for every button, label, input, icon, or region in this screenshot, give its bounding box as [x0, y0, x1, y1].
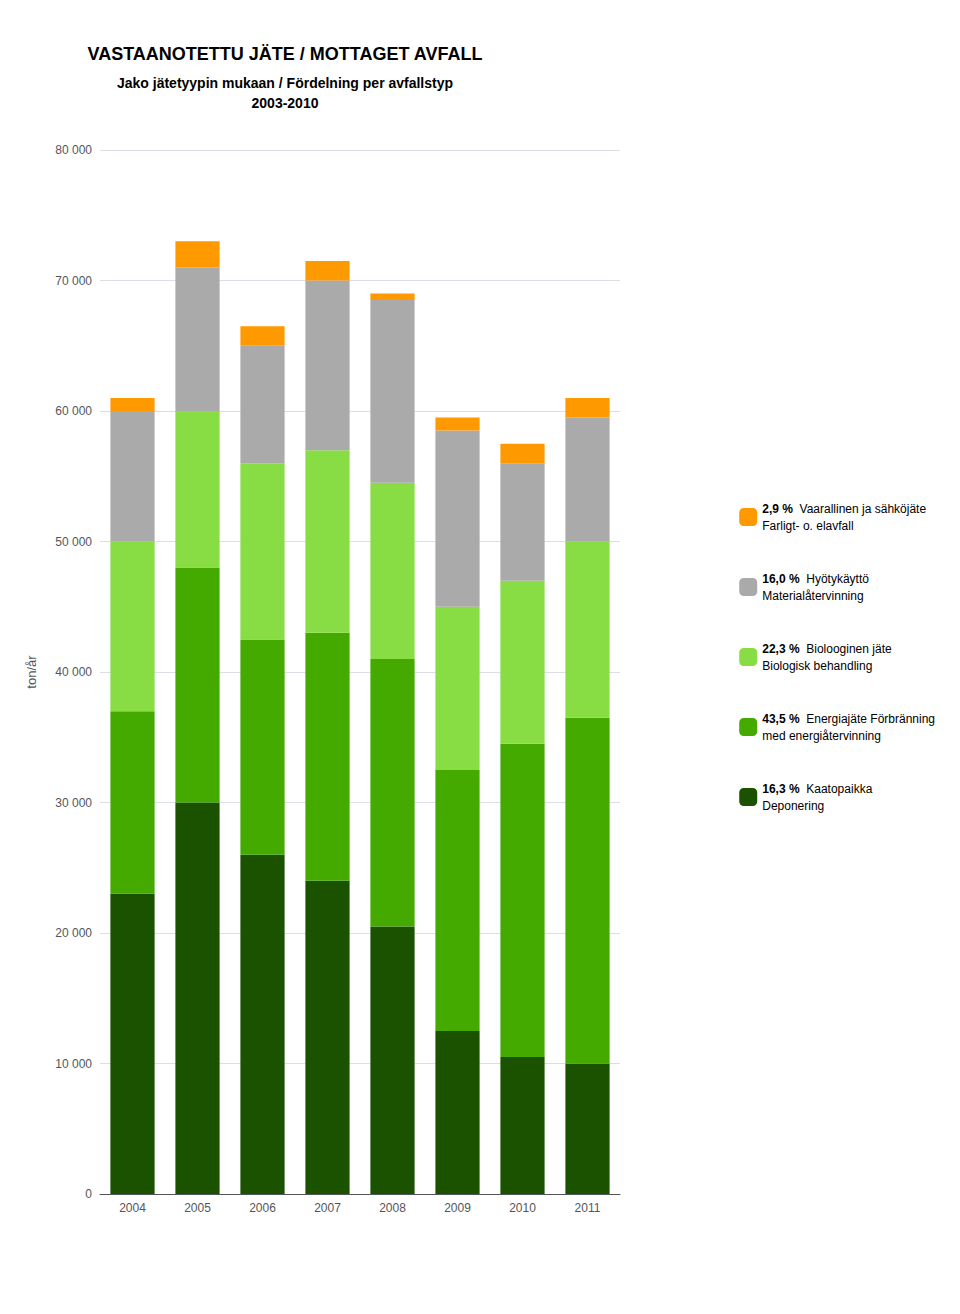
svg-text:Hyötykäyttö: Hyötykäyttö [800, 572, 870, 586]
svg-text:2007: 2007 [314, 1201, 341, 1215]
svg-text:Vaarallinen ja sähköjäte: Vaarallinen ja sähköjäte [793, 502, 927, 516]
svg-text:16,0 %: 16,0 % [762, 572, 800, 586]
svg-text:Materialåtervinning: Materialåtervinning [762, 589, 863, 603]
svg-text:med energiåtervinning: med energiåtervinning [762, 729, 881, 743]
svg-text:Energiajäte Förbränning: Energiajäte Förbränning [800, 712, 935, 726]
svg-text:Jako jätetyypin mukaan / Förde: Jako jätetyypin mukaan / Fördelning per … [117, 75, 453, 91]
svg-text:Farligt- o. elavfall: Farligt- o. elavfall [762, 519, 853, 533]
svg-text:2003-2010: 2003-2010 [252, 95, 319, 111]
svg-text:60 000: 60 000 [55, 404, 92, 418]
svg-text:Deponering: Deponering [762, 799, 824, 813]
svg-text:0: 0 [85, 1187, 92, 1201]
svg-text:2010: 2010 [509, 1201, 536, 1215]
svg-text:Kaatopaikka: Kaatopaikka [800, 782, 873, 796]
svg-text:2009: 2009 [444, 1201, 471, 1215]
svg-text:70 000: 70 000 [55, 274, 92, 288]
svg-text:2005: 2005 [184, 1201, 211, 1215]
svg-text:50 000: 50 000 [55, 535, 92, 549]
svg-text:Biologisk behandling: Biologisk behandling [762, 659, 872, 673]
svg-text:22,3 %: 22,3 % [762, 642, 800, 656]
svg-text:20 000: 20 000 [55, 926, 92, 940]
svg-text:2,9 %: 2,9 % [762, 502, 793, 516]
svg-text:80 000: 80 000 [55, 143, 92, 157]
svg-text:2006: 2006 [249, 1201, 276, 1215]
svg-text:43,5 %: 43,5 % [762, 712, 800, 726]
svg-text:30 000: 30 000 [55, 796, 92, 810]
svg-text:Biolooginen jäte: Biolooginen jäte [800, 642, 892, 656]
svg-text:10 000: 10 000 [55, 1057, 92, 1071]
svg-text:2008: 2008 [379, 1201, 406, 1215]
svg-text:ton/år: ton/år [24, 655, 39, 689]
svg-text:16,3 %: 16,3 % [762, 782, 800, 796]
svg-text:2011: 2011 [575, 1201, 601, 1215]
svg-text:2004: 2004 [119, 1201, 146, 1215]
svg-text:VASTAANOTETTU JÄTE / MOTTAGET: VASTAANOTETTU JÄTE / MOTTAGET AVFALL [88, 44, 483, 64]
svg-text:40 000: 40 000 [55, 665, 92, 679]
